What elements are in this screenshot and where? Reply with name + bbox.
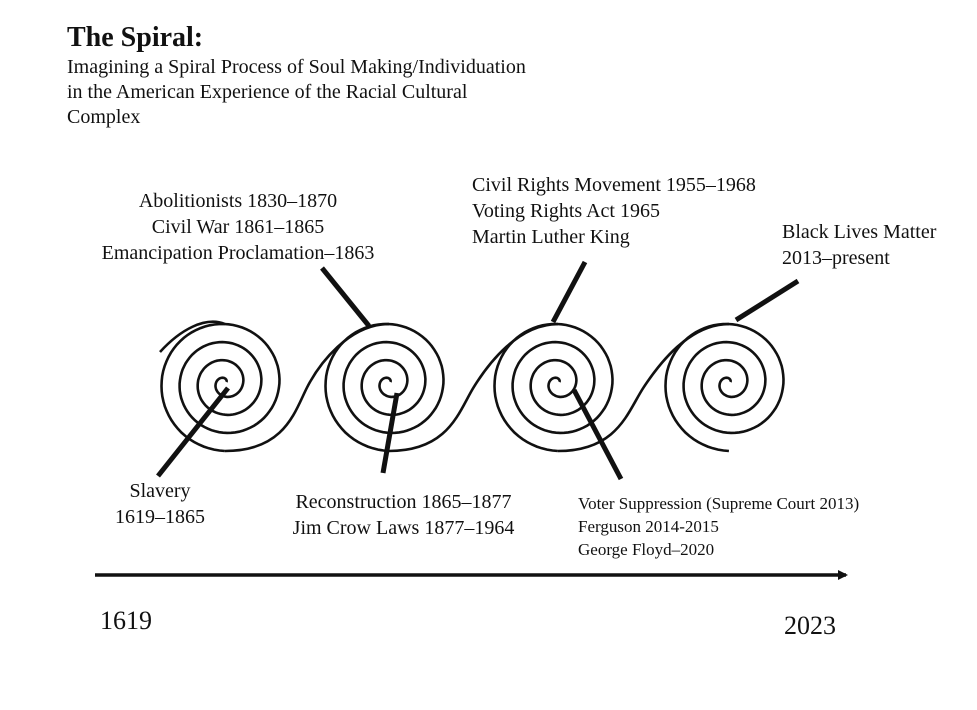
label-line: Civil War 1861–1865 bbox=[151, 216, 325, 238]
label-line: Civil Rights Movement 1955–1968 bbox=[472, 174, 756, 196]
label-civil-rights: Civil Rights Movement 1955–1968 Voting R… bbox=[472, 172, 756, 250]
timeline-start-label: 1619 bbox=[100, 606, 152, 635]
spiral-tail bbox=[159, 320, 226, 353]
label-line: George Floyd–2020 bbox=[578, 540, 715, 559]
pointer-abolition bbox=[320, 266, 371, 328]
pointer-reconstruction bbox=[380, 392, 400, 474]
label-line: Voter Suppression (Supreme Court 2013) bbox=[578, 494, 860, 513]
label-line: Reconstruction 1865–1877 bbox=[295, 491, 512, 513]
label-line: Jim Crow Laws 1877–1964 bbox=[292, 517, 515, 539]
label-blm: Black Lives Matter 2013–present bbox=[782, 219, 936, 271]
label-line: Voting Rights Act 1965 bbox=[472, 200, 660, 222]
diagram-subtitle: Imagining a Spiral Process of Soul Makin… bbox=[67, 55, 526, 130]
spiral-connector bbox=[224, 322, 390, 453]
label-line: 2013–present bbox=[782, 247, 890, 269]
label-voter-suppression: Voter Suppression (Supreme Court 2013) F… bbox=[578, 492, 859, 561]
label-line: Abolitionists 1830–1870 bbox=[138, 190, 338, 212]
subtitle-line: Complex bbox=[67, 106, 141, 128]
pointer-blm bbox=[734, 278, 800, 323]
pointer-voter-suppression bbox=[571, 388, 624, 481]
diagram-title: The Spiral: bbox=[67, 22, 204, 53]
subtitle-line: in the American Experience of the Racial… bbox=[67, 81, 468, 103]
spiral-connector bbox=[388, 322, 559, 453]
label-line: 1619–1865 bbox=[115, 506, 205, 528]
label-line: Ferguson 2014-2015 bbox=[578, 517, 719, 536]
label-line: Black Lives Matter bbox=[782, 221, 937, 243]
subtitle-line: Imagining a Spiral Process of Soul Makin… bbox=[67, 56, 526, 78]
pointer-slavery bbox=[156, 386, 230, 478]
spiral bbox=[493, 322, 614, 453]
label-reconstruction: Reconstruction 1865–1877 Jim Crow Laws 1… bbox=[266, 489, 541, 541]
spiral bbox=[160, 322, 281, 453]
timeline-end-label: 2023 bbox=[784, 611, 836, 640]
label-line: Emancipation Proclamation–1863 bbox=[101, 242, 375, 264]
label-line: Martin Luther King bbox=[472, 226, 630, 248]
label-abolition: Abolitionists 1830–1870 Civil War 1861–1… bbox=[68, 188, 408, 266]
spiral-connector bbox=[557, 322, 730, 453]
spiral bbox=[664, 322, 785, 453]
label-line: Slavery bbox=[129, 480, 191, 502]
pointer-civil-rights bbox=[550, 260, 588, 324]
label-slavery: Slavery 1619–1865 bbox=[100, 478, 220, 530]
spiral bbox=[324, 322, 445, 453]
